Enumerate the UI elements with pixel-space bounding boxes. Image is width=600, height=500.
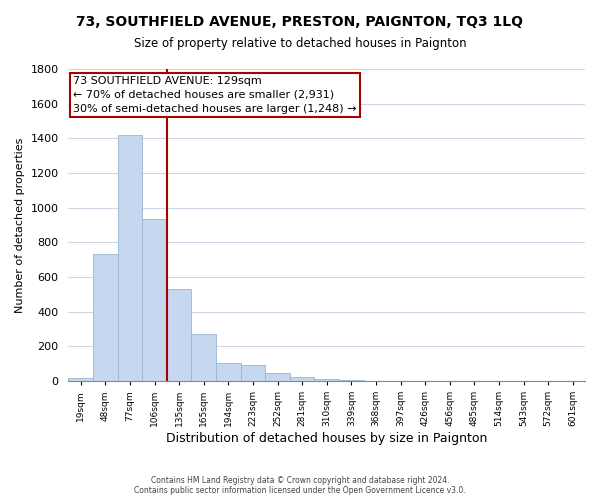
Text: Size of property relative to detached houses in Paignton: Size of property relative to detached ho…	[134, 38, 466, 51]
Text: 73, SOUTHFIELD AVENUE, PRESTON, PAIGNTON, TQ3 1LQ: 73, SOUTHFIELD AVENUE, PRESTON, PAIGNTON…	[77, 15, 523, 29]
Text: 73 SOUTHFIELD AVENUE: 129sqm
← 70% of detached houses are smaller (2,931)
30% of: 73 SOUTHFIELD AVENUE: 129sqm ← 70% of de…	[73, 76, 357, 114]
Bar	[93, 254, 118, 381]
Bar	[142, 219, 167, 381]
Bar	[216, 363, 241, 381]
Y-axis label: Number of detached properties: Number of detached properties	[15, 138, 25, 312]
Bar	[68, 378, 93, 381]
Bar	[241, 366, 265, 381]
Bar	[265, 372, 290, 381]
Bar	[290, 376, 314, 381]
Text: Contains HM Land Registry data © Crown copyright and database right 2024.
Contai: Contains HM Land Registry data © Crown c…	[134, 476, 466, 495]
Bar	[118, 135, 142, 381]
X-axis label: Distribution of detached houses by size in Paignton: Distribution of detached houses by size …	[166, 432, 487, 445]
Bar	[167, 289, 191, 381]
Bar	[339, 380, 364, 381]
Bar	[191, 334, 216, 381]
Bar	[314, 380, 339, 381]
